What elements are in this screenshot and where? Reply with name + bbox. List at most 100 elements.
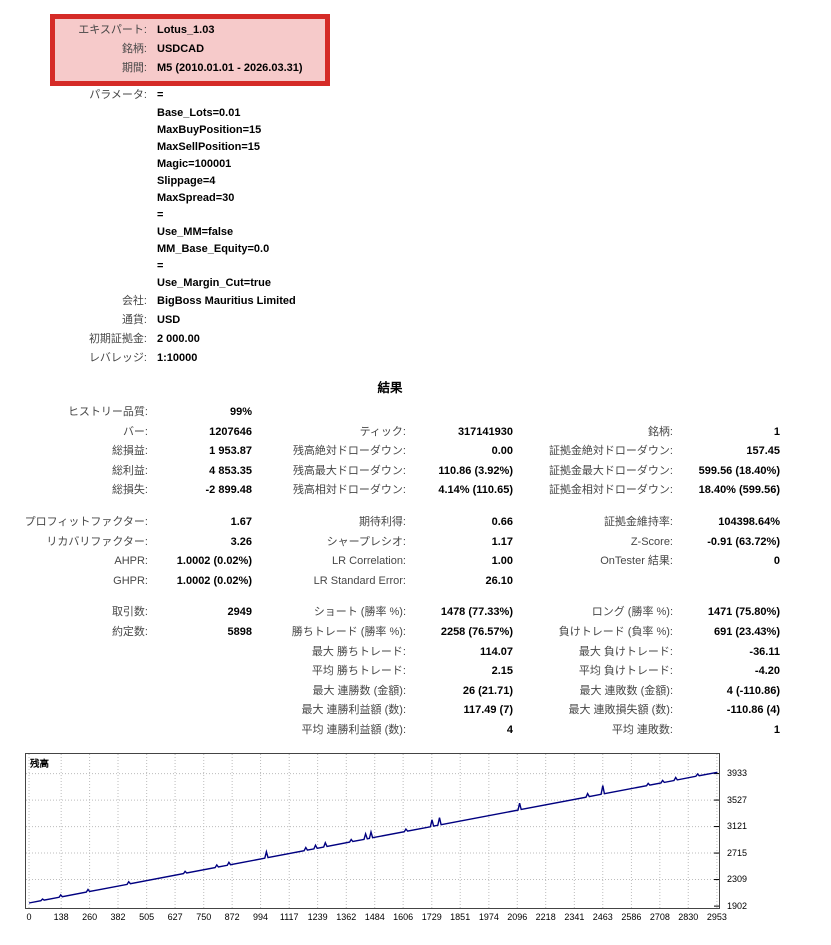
balance-curve-svg: [26, 753, 719, 908]
highlight-box: エキスパート: Lotus_1.03 銘柄: USDCAD 期間: M5 (2010.01…: [50, 14, 330, 86]
report-field-row: Base_Lots=0.01: [0, 105, 831, 122]
stat-value: 110.86 (3.92%): [438, 464, 513, 477]
x-axis-tick-label: 994: [253, 911, 269, 922]
result-row: リカバリファクター: 3.26 シャープレシオ: 1.17 Z-Score: -0.91 …: [0, 533, 831, 553]
result-row: ヒストリー品質: 99%: [0, 403, 831, 423]
result-row: プロフィットファクター: 1.67 期待利得: 0.66 証拠金維持率: 104398.6…: [0, 513, 831, 533]
stat-value: 1478 (77.33%): [440, 606, 513, 619]
report-field-row: エキスパート: Lotus_1.03: [55, 21, 325, 40]
field-value: USDCAD: [157, 43, 205, 55]
stat-value: 4 (-110.86): [726, 684, 780, 697]
stat-value: 2.15: [491, 665, 513, 678]
report-field-row: 通貨: USD: [0, 311, 831, 330]
result-row: 最大 勝ちトレード: 114.07 最大 負けトレード: -36.11: [0, 643, 831, 663]
stat-value: -36.11: [749, 645, 780, 658]
field-value: MaxSellPosition=15: [157, 141, 261, 153]
stat-value: 2258 (76.57%): [440, 625, 513, 638]
field-label: 銘柄:: [121, 43, 147, 55]
stat-value: 4: [506, 723, 513, 736]
stat-label: 最大 連勝数 (金額):: [312, 684, 407, 697]
stat-value: 99%: [229, 406, 252, 418]
result-row: 総損益: 1 953.87 残高絶対ドローダウン: 0.00 証拠金絶対ドローダウン: 1…: [0, 442, 831, 462]
field-value: M5 (2010.01.01 - 2026.03.31): [157, 62, 303, 74]
x-axis-tick-label: 1851: [450, 911, 471, 922]
report-field-row: MaxSpread=30: [0, 190, 831, 207]
stat-label: プロフィットファクター:: [24, 515, 148, 528]
stat-label: 証拠金維持率:: [603, 515, 673, 528]
stat-label: ショート (勝率 %):: [313, 606, 406, 619]
stat-value: 157.45: [746, 445, 780, 458]
stat-label: 最大 勝ちトレード:: [311, 645, 406, 658]
balance-chart-plot: 残高: [25, 752, 720, 909]
field-value: Base_Lots=0.01: [157, 107, 241, 119]
stat-label: 最大 負けトレード:: [578, 645, 673, 658]
result-row: 総利益: 4 853.35 残高最大ドローダウン: 110.86 (3.92%) 証拠金…: [0, 462, 831, 482]
x-axis-tick-label: 382: [110, 911, 126, 922]
field-value: MaxSpread=30: [157, 192, 235, 204]
stat-value: [152, 643, 252, 663]
report-field-row: MaxSellPosition=15: [0, 139, 831, 156]
field-label: レバレッジ:: [88, 352, 147, 364]
stat-value: 4.14% (110.65): [438, 484, 513, 497]
results-title: 結果: [377, 381, 403, 395]
stat-value: [677, 403, 780, 423]
report-field-row: Use_MM=false: [0, 224, 831, 241]
stat-label: 証拠金絶対ドローダウン:: [548, 445, 673, 458]
stat-label: Z-Score:: [630, 535, 673, 548]
stat-value: 104398.64%: [718, 515, 780, 528]
field-value: MM_Base_Equity=0.0: [157, 243, 270, 255]
x-axis-tick-label: 2708: [649, 911, 670, 922]
stat-value: 691 (23.43%): [713, 625, 780, 638]
x-axis-tick-label: 2830: [678, 911, 699, 922]
field-value: 2 000.00: [157, 333, 200, 345]
report-field-row: レバレッジ: 1:10000: [0, 349, 831, 368]
x-axis-tick-label: 2341: [564, 911, 585, 922]
result-row: 最大 連勝数 (金額): 26 (21.71) 最大 連敗数 (金額): 4 (-11…: [0, 682, 831, 702]
stat-value: 1: [773, 723, 780, 736]
stat-label: 負けトレード (負率 %):: [558, 625, 673, 638]
y-axis-tick-label: 1902: [727, 900, 748, 911]
x-axis-tick-label: 2096: [507, 911, 528, 922]
stat-label: [513, 403, 677, 423]
stat-value: -110.86 (4): [726, 704, 780, 717]
stat-value: 4 853.35: [209, 464, 252, 477]
stat-value: 26.10: [485, 574, 513, 587]
stat-value: 1.67: [230, 515, 252, 528]
field-value: Slippage=4: [157, 175, 216, 187]
field-label: エキスパート:: [78, 24, 147, 36]
stat-value: 3.26: [230, 535, 252, 548]
stat-value: [410, 403, 513, 423]
x-axis-tick-label: 1484: [364, 911, 385, 922]
x-axis-tick-label: 1606: [393, 911, 414, 922]
y-axis-tick-label: 3121: [727, 821, 748, 832]
field-value: 1:10000: [157, 352, 198, 364]
stat-label: LR Standard Error:: [313, 574, 406, 587]
field-label: 初期証拠金:: [88, 333, 147, 345]
stat-value: [152, 682, 252, 702]
stat-value: 1: [773, 425, 780, 438]
stat-label: ティック:: [359, 425, 406, 438]
stat-value: 0: [773, 555, 780, 568]
results-block: プロフィットファクター: 1.67 期待利得: 0.66 証拠金維持率: 104398.6…: [0, 513, 831, 591]
result-row: 総損失: -2 899.48 残高相対ドローダウン: 4.14% (110.65) 証拠…: [0, 481, 831, 501]
result-row: GHPR: 1.0002 (0.02%) LR Standard Error: 26.…: [0, 572, 831, 592]
report-field-row: 期間: M5 (2010.01.01 - 2026.03.31): [55, 59, 325, 78]
results-block: 取引数: 2949 ショート (勝率 %): 1478 (77.33%) ロング (勝率…: [0, 603, 831, 740]
stat-value: [677, 572, 780, 592]
stat-value: 2949: [227, 606, 252, 619]
stat-label: 証拠金相対ドローダウン:: [548, 484, 673, 497]
x-axis-tick-label: 138: [53, 911, 69, 922]
stat-value: -0.91 (63.72%): [707, 535, 780, 548]
stat-label: AHPR:: [114, 555, 148, 568]
stat-value: -2 899.48: [205, 484, 252, 497]
field-value: Use_Margin_Cut=true: [157, 277, 272, 289]
x-axis-tick-label: 750: [196, 911, 212, 922]
report-field-row: =: [0, 207, 831, 224]
stat-value: [152, 662, 252, 682]
stat-value: [152, 701, 252, 721]
stat-value: 26 (21.71): [462, 684, 513, 697]
report-fields: パラメータ: = Base_Lots=0.01 MaxBuyPosition=15 Ma…: [0, 86, 831, 368]
report-field-row: Use_Margin_Cut=true: [0, 275, 831, 292]
stat-value: [152, 721, 252, 741]
